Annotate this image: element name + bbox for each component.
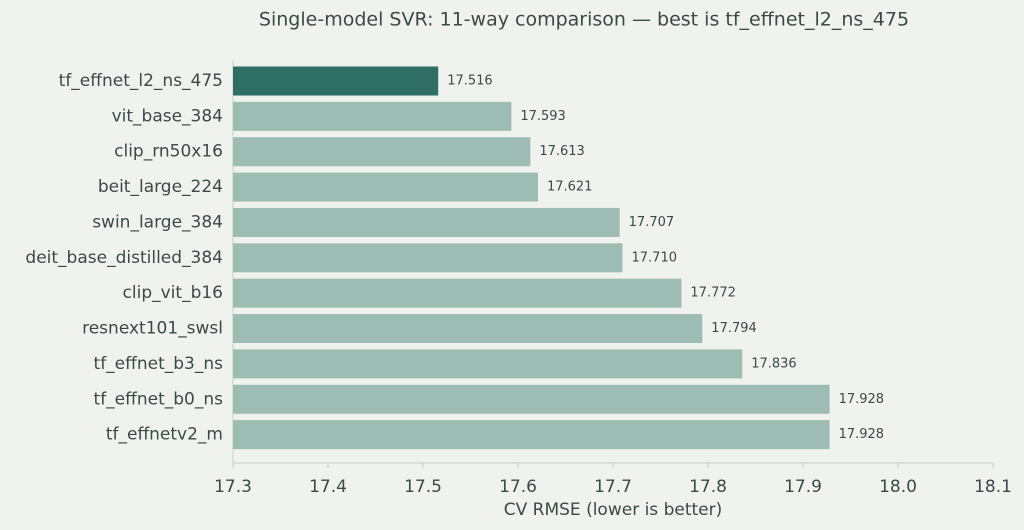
x-tick-label: 17.6 (499, 477, 537, 497)
bar (233, 207, 620, 237)
value-label: 17.794 (711, 321, 757, 336)
x-axis-label: CV RMSE (lower is better) (504, 500, 722, 520)
x-tick-label: 18.0 (879, 477, 917, 497)
chart-title: Single-model SVR: 11-way comparison — be… (259, 9, 909, 31)
value-label: 17.516 (447, 74, 493, 89)
y-tick-label: deit_base_distilled_384 (25, 248, 223, 268)
value-label: 17.928 (839, 427, 885, 442)
x-tick-label: 17.8 (689, 477, 727, 497)
y-tick-label: resnext101_swsl (82, 319, 223, 339)
bar (233, 314, 703, 344)
x-tick-label: 17.9 (784, 477, 822, 497)
bar (233, 66, 439, 96)
y-tick-label: clip_rn50x16 (114, 142, 223, 162)
x-tick-label: 17.5 (404, 477, 442, 497)
x-tick-label: 17.7 (594, 477, 632, 497)
bar (233, 101, 512, 131)
y-tick-label: clip_vit_b16 (123, 283, 223, 303)
x-tick-label: 17.4 (309, 477, 347, 497)
value-label: 17.836 (751, 356, 797, 371)
x-tick-label: 18.1 (974, 477, 1012, 497)
value-label: 17.928 (839, 392, 885, 407)
y-tick-label: beit_large_224 (98, 177, 223, 197)
y-tick-label: vit_base_384 (112, 106, 223, 126)
bar (233, 349, 743, 379)
y-tick-label: tf_effnetv2_m (106, 425, 223, 445)
x-tick-label: 17.3 (214, 477, 252, 497)
value-label: 17.613 (539, 144, 585, 159)
y-tick-label: tf_effnet_l2_ns_475 (59, 71, 223, 91)
value-label: 17.772 (690, 286, 736, 301)
bar (233, 420, 830, 450)
value-label: 17.621 (547, 180, 593, 195)
bar (233, 243, 623, 273)
y-tick-label: tf_effnet_b3_ns (94, 354, 224, 374)
value-label: 17.707 (629, 215, 675, 230)
value-label: 17.710 (632, 250, 678, 265)
bar (233, 384, 830, 414)
bar (233, 172, 538, 202)
bar (233, 278, 682, 308)
value-label: 17.593 (520, 109, 566, 124)
y-tick-label: swin_large_384 (92, 212, 223, 232)
y-tick-label: tf_effnet_b0_ns (94, 389, 224, 409)
bar (233, 137, 531, 167)
